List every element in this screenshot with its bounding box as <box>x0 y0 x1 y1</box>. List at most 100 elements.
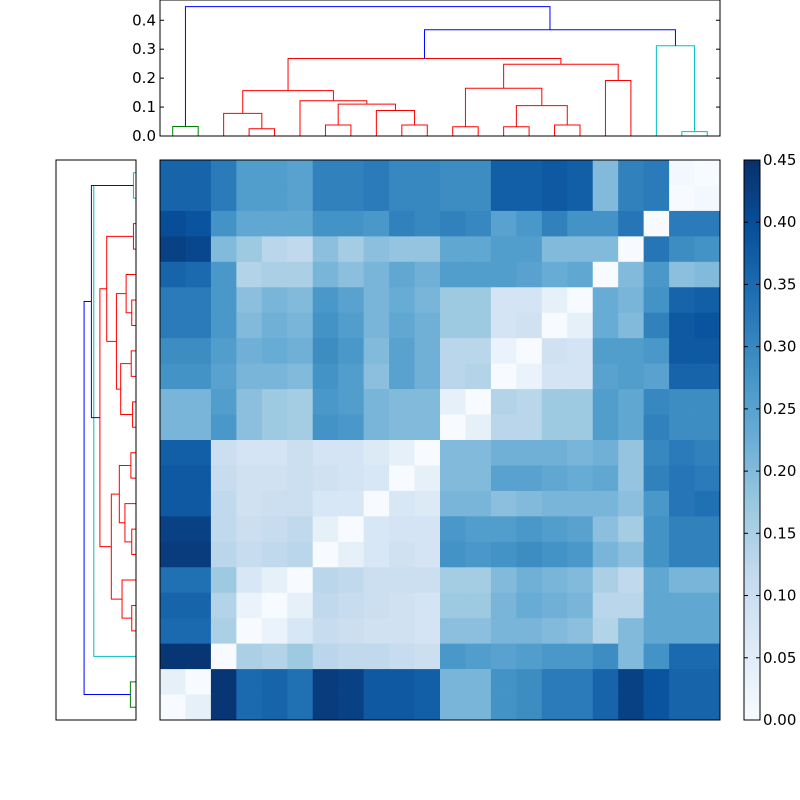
left-dendrogram-link <box>120 363 133 416</box>
heatmap-cell <box>185 541 212 568</box>
heatmap-cell <box>643 490 670 517</box>
heatmap-cell <box>643 185 670 212</box>
heatmap-cell <box>210 287 237 314</box>
heatmap-cell <box>465 541 492 568</box>
heatmap-cell <box>669 236 695 263</box>
heatmap-cell <box>210 643 237 670</box>
left-dendrogram-link <box>124 503 136 543</box>
heatmap-cell <box>363 567 390 594</box>
heatmap-cell <box>541 261 568 288</box>
heatmap-cell <box>236 185 263 212</box>
heatmap-cell <box>414 389 441 415</box>
heatmap-cell <box>185 363 212 390</box>
heatmap-cell <box>312 643 339 670</box>
heatmap-cell <box>592 389 619 415</box>
heatmap-cell <box>567 287 594 314</box>
top-dendrogram-tick-label: 0.0 <box>132 127 156 145</box>
colorbar <box>743 159 761 721</box>
left-dendrogram <box>83 172 136 708</box>
left-dendrogram-link <box>90 184 134 419</box>
heatmap-cell <box>389 618 415 645</box>
heatmap-cell <box>541 312 568 339</box>
heatmap-cell <box>287 210 314 237</box>
heatmap-cell <box>618 490 645 517</box>
heatmap-cell <box>440 160 466 186</box>
heatmap-cell <box>516 592 543 619</box>
heatmap-cell <box>694 465 721 492</box>
heatmap-cell <box>669 312 695 339</box>
heatmap-cell <box>618 236 645 263</box>
heatmap-cell <box>465 592 492 619</box>
heatmap-cell <box>541 160 568 186</box>
top-dendrogram-link <box>223 112 263 136</box>
colorbar-tick-label: 0.45 <box>763 151 796 169</box>
heatmap-cell <box>465 465 492 492</box>
heatmap-cell <box>210 210 237 237</box>
heatmap-cell <box>669 669 695 695</box>
heatmap-cell <box>490 160 517 186</box>
heatmap-cell <box>363 516 390 543</box>
heatmap-cell <box>465 643 492 670</box>
heatmap-cell <box>465 287 492 314</box>
heatmap-cell <box>389 567 415 594</box>
heatmap-cell <box>592 363 619 390</box>
heatmap-cell <box>363 694 390 721</box>
heatmap-cell <box>643 236 670 263</box>
heatmap-cell <box>669 541 695 568</box>
heatmap-cell <box>643 414 670 441</box>
heatmap-cell <box>669 210 695 237</box>
heatmap-cell <box>490 363 517 390</box>
top-dendrogram <box>172 6 708 136</box>
left-dendrogram-link <box>132 401 136 428</box>
heatmap-cell <box>389 338 415 365</box>
heatmap-cell <box>643 312 670 339</box>
left-dendrogram-link <box>132 223 136 250</box>
heatmap-cell <box>414 363 441 390</box>
heatmap-cell <box>567 618 594 645</box>
heatmap-cell <box>490 490 517 517</box>
heatmap-cell <box>694 414 721 441</box>
heatmap-cell <box>618 592 645 619</box>
heatmap-cell <box>490 389 517 415</box>
heatmap-cell <box>210 236 237 263</box>
heatmap-cell <box>592 338 619 365</box>
heatmap-cell <box>160 363 186 390</box>
colorbar-tick-label: 0.30 <box>763 338 796 356</box>
heatmap-cell <box>440 185 466 212</box>
top-dendrogram-link <box>324 124 352 136</box>
heatmap-cell <box>236 592 263 619</box>
heatmap-cell <box>567 210 594 237</box>
heatmap-cell <box>338 643 365 670</box>
heatmap-cell <box>210 541 237 568</box>
heatmap-cell <box>490 287 517 314</box>
heatmap-cell <box>490 236 517 263</box>
heatmap-cell <box>567 185 594 212</box>
heatmap-cell <box>261 541 288 568</box>
heatmap-cell <box>618 465 645 492</box>
heatmap-cell <box>210 618 237 645</box>
heatmap-cell <box>236 516 263 543</box>
top-dendrogram-link <box>423 29 676 59</box>
heatmap-cell <box>440 389 466 415</box>
heatmap-cell <box>287 185 314 212</box>
heatmap-cell <box>618 694 645 721</box>
heatmap-cell <box>363 669 390 695</box>
heatmap-cell <box>160 312 186 339</box>
heatmap-cell <box>516 160 543 186</box>
heatmap-cell <box>236 669 263 695</box>
heatmap-cell <box>236 440 263 466</box>
heatmap-cell <box>694 236 721 263</box>
heatmap-cell <box>669 185 695 212</box>
heatmap-cell <box>592 414 619 441</box>
heatmap-cell <box>567 567 594 594</box>
heatmap-cell <box>185 338 212 365</box>
heatmap-cell <box>338 312 365 339</box>
heatmap-cell <box>669 363 695 390</box>
heatmap-cell <box>465 440 492 466</box>
heatmap-cell <box>440 669 466 695</box>
heatmap-cell <box>618 567 645 594</box>
heatmap-cell <box>567 541 594 568</box>
heatmap-cell <box>363 592 390 619</box>
heatmap-cell <box>210 363 237 390</box>
heatmap-cell <box>669 516 695 543</box>
